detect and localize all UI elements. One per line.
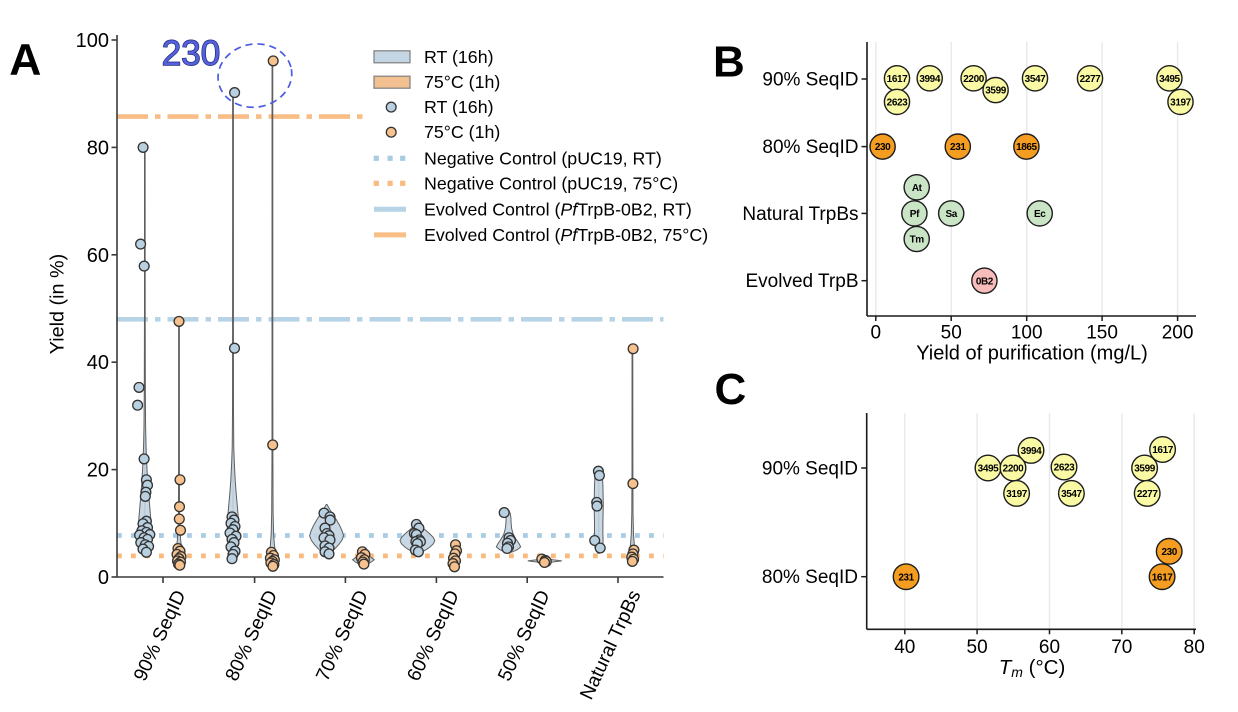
svg-text:50: 50 [967, 637, 988, 658]
svg-text:2623: 2623 [887, 98, 908, 109]
svg-text:0: 0 [871, 323, 882, 344]
svg-text:3495: 3495 [978, 464, 999, 475]
svg-text:Pf: Pf [910, 209, 920, 220]
svg-text:20: 20 [87, 460, 109, 482]
svg-text:C: C [715, 365, 747, 414]
svg-text:A: A [9, 36, 41, 85]
svg-text:Evolved TrpB: Evolved TrpB [746, 271, 859, 292]
svg-text:230: 230 [162, 34, 220, 73]
svg-text:50: 50 [941, 323, 962, 344]
svg-text:60: 60 [1039, 637, 1060, 658]
svg-text:3495: 3495 [1159, 74, 1180, 85]
svg-text:Evolved Control (PfTrpB-0B2, R: Evolved Control (PfTrpB-0B2, RT) [424, 199, 692, 219]
svg-text:3197: 3197 [1170, 98, 1191, 109]
svg-text:40: 40 [87, 352, 109, 374]
svg-text:Negative Control (pUC19, RT): Negative Control (pUC19, RT) [424, 148, 662, 168]
svg-text:Yield of purification (mg/L): Yield of purification (mg/L) [916, 343, 1148, 365]
svg-text:Ec: Ec [1034, 209, 1046, 220]
svg-text:80% SeqID: 80% SeqID [762, 567, 858, 588]
svg-text:40: 40 [894, 637, 915, 658]
svg-text:80: 80 [87, 137, 109, 159]
svg-text:B: B [713, 37, 745, 86]
svg-text:231: 231 [950, 142, 966, 153]
svg-text:100: 100 [1011, 323, 1043, 344]
svg-text:230: 230 [875, 142, 891, 153]
svg-text:Yield (in %): Yield (in %) [47, 254, 69, 354]
svg-text:80% SeqID: 80% SeqID [762, 137, 858, 158]
svg-text:Natural TrpBs: Natural TrpBs [742, 204, 858, 225]
svg-text:60: 60 [87, 245, 109, 267]
svg-text:230: 230 [1161, 547, 1177, 558]
svg-text:90% SeqID: 90% SeqID [762, 459, 858, 480]
svg-text:2200: 2200 [1003, 464, 1024, 475]
svg-text:RT (16h): RT (16h) [424, 97, 494, 117]
svg-text:3994: 3994 [919, 74, 940, 85]
svg-text:RT (16h): RT (16h) [424, 47, 494, 67]
svg-text:0B2: 0B2 [976, 276, 994, 287]
svg-text:1617: 1617 [1152, 445, 1173, 456]
svg-text:1865: 1865 [1016, 142, 1037, 153]
svg-text:Sa: Sa [945, 209, 957, 220]
svg-text:100: 100 [76, 30, 109, 52]
svg-text:2200: 2200 [963, 74, 984, 85]
svg-text:150: 150 [1086, 323, 1118, 344]
svg-text:At: At [912, 183, 923, 194]
svg-text:75°C (1h): 75°C (1h) [424, 72, 500, 92]
svg-text:70: 70 [1111, 637, 1132, 658]
svg-text:2277: 2277 [1080, 74, 1101, 85]
svg-text:Evolved Control (PfTrpB-0B2, 7: Evolved Control (PfTrpB-0B2, 75°C) [424, 225, 708, 245]
svg-text:Tm: Tm [910, 235, 925, 246]
svg-text:80: 80 [1184, 637, 1205, 658]
svg-text:2277: 2277 [1137, 489, 1158, 500]
svg-text:90% SeqID: 90% SeqID [762, 70, 858, 91]
svg-text:75°C (1h): 75°C (1h) [424, 122, 500, 142]
svg-text:3547: 3547 [1061, 489, 1082, 500]
svg-text:200: 200 [1162, 323, 1194, 344]
svg-text:0: 0 [98, 567, 109, 589]
svg-text:3197: 3197 [1006, 489, 1027, 500]
svg-text:Negative Control (pUC19, 75°C): Negative Control (pUC19, 75°C) [424, 173, 678, 193]
svg-text:3599: 3599 [1134, 464, 1155, 475]
svg-text:1617: 1617 [1152, 572, 1173, 583]
svg-text:231: 231 [898, 572, 914, 583]
svg-text:3599: 3599 [985, 86, 1006, 97]
svg-text:1617: 1617 [887, 74, 908, 85]
svg-text:Tm (°C): Tm (°C) [999, 656, 1066, 680]
svg-text:3547: 3547 [1025, 74, 1046, 85]
svg-text:2623: 2623 [1054, 463, 1075, 474]
svg-text:3994: 3994 [1021, 446, 1042, 457]
